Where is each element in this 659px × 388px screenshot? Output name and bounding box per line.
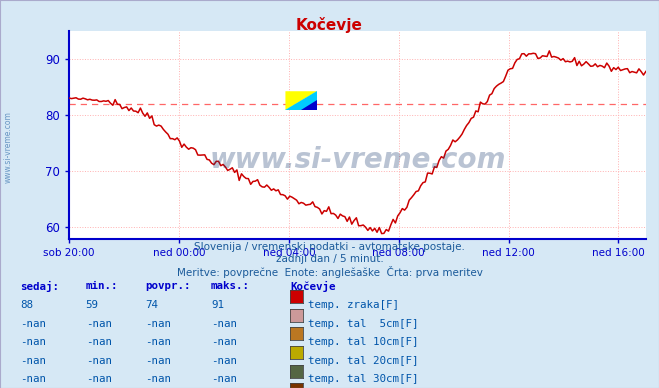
Text: -nan: -nan [86,374,111,385]
Text: www.si-vreme.com: www.si-vreme.com [4,111,13,184]
Text: -nan: -nan [145,356,171,366]
Text: -nan: -nan [211,319,237,329]
Text: temp. tal 30cm[F]: temp. tal 30cm[F] [308,374,419,385]
Text: povpr.:: povpr.: [145,281,190,291]
Text: Slovenija / vremenski podatki - avtomatske postaje.: Slovenija / vremenski podatki - avtomats… [194,242,465,253]
Text: -nan: -nan [20,374,45,385]
Text: min.:: min.: [86,281,118,291]
Text: temp. zraka[F]: temp. zraka[F] [308,300,399,310]
Text: -nan: -nan [20,337,45,347]
Text: Kočevje: Kočevje [296,17,363,33]
Text: -nan: -nan [86,337,111,347]
Text: -nan: -nan [20,319,45,329]
Text: -nan: -nan [86,319,111,329]
Text: zadnji dan / 5 minut.: zadnji dan / 5 minut. [275,254,384,264]
Polygon shape [285,91,317,110]
Text: -nan: -nan [86,356,111,366]
Text: 59: 59 [86,300,99,310]
Text: temp. tal  5cm[F]: temp. tal 5cm[F] [308,319,419,329]
Text: Kočevje: Kočevje [290,281,335,292]
Text: maks.:: maks.: [211,281,250,291]
Text: 74: 74 [145,300,158,310]
Polygon shape [301,100,317,110]
Text: 88: 88 [20,300,33,310]
Text: -nan: -nan [145,319,171,329]
Text: -nan: -nan [145,374,171,385]
Polygon shape [285,91,317,110]
Text: -nan: -nan [211,374,237,385]
Text: -nan: -nan [145,337,171,347]
Text: -nan: -nan [211,356,237,366]
Text: Meritve: povprečne  Enote: anglešaške  Črta: prva meritev: Meritve: povprečne Enote: anglešaške Črt… [177,266,482,278]
Text: temp. tal 20cm[F]: temp. tal 20cm[F] [308,356,419,366]
Text: -nan: -nan [20,356,45,366]
Text: -nan: -nan [211,337,237,347]
Text: 91: 91 [211,300,224,310]
Text: www.si-vreme.com: www.si-vreme.com [210,146,505,174]
Text: temp. tal 10cm[F]: temp. tal 10cm[F] [308,337,419,347]
Text: sedaj:: sedaj: [20,281,59,292]
